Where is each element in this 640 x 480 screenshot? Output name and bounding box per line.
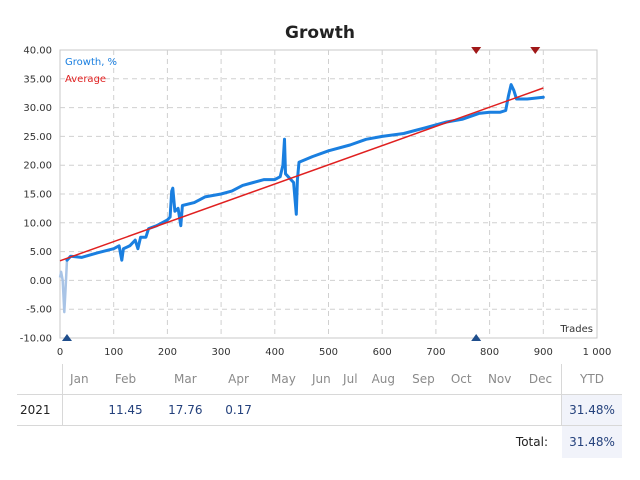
total-row: Total: 31.48%: [17, 426, 622, 458]
total-value: 31.48%: [562, 426, 622, 458]
month-value-mar: 17.76: [155, 394, 216, 426]
month-value-jan: [62, 394, 96, 426]
x-tick-label: 900: [534, 347, 553, 358]
month-value-nov: [479, 394, 521, 426]
x-tick-label: 400: [265, 347, 284, 358]
growth-series-line: [65, 83, 545, 262]
monthly-returns-table: Jan Feb Mar Apr May Jun Jul Aug Sep Oct …: [17, 364, 622, 426]
top-event-marker: [530, 47, 541, 54]
month-header-feb: Feb: [114, 372, 137, 386]
month-header-dec: Dec: [520, 364, 563, 395]
y-tick-label: 25.00: [23, 132, 52, 143]
x-tick-label: 200: [158, 347, 177, 358]
growth-pre-series-line: [58, 260, 69, 314]
year-header-cell: [17, 364, 63, 395]
month-value-may: [261, 394, 306, 426]
x-tick-label: 100: [104, 347, 123, 358]
legend-average: Average: [65, 74, 106, 85]
x-tick-label: 1 000: [583, 347, 612, 358]
y-tick-label: 30.00: [23, 103, 52, 114]
x-axis-label: Trades: [559, 324, 593, 335]
month-header-aug: Aug: [371, 372, 396, 386]
month-header-row: Jan Feb Mar Apr May Jun Jul Aug Sep Oct …: [17, 364, 622, 395]
legend-growth: Growth, %: [65, 57, 117, 68]
y-tick-label: 0.00: [30, 276, 52, 287]
x-tick-label: 800: [480, 347, 499, 358]
month-value-jun: [305, 394, 338, 426]
y-tick-label: 15.00: [23, 190, 52, 201]
average-series-line: [59, 87, 544, 262]
total-label: Total:: [515, 435, 548, 449]
y-tick-label: 5.00: [30, 247, 52, 258]
bottom-event-marker: [471, 334, 482, 341]
month-header-jan: Jan: [70, 372, 89, 386]
bottom-event-marker: [61, 334, 72, 341]
chart-title: Growth: [285, 23, 355, 43]
month-value-dec: [520, 394, 563, 426]
ytd-header: YTD: [561, 364, 622, 395]
month-header-sep: Sep: [412, 372, 435, 386]
month-header-jun: Jun: [311, 372, 331, 386]
top-event-marker: [471, 47, 482, 54]
y-tick-label: 35.00: [23, 74, 52, 85]
y-tick-label: -10.00: [20, 334, 52, 345]
month-value-aug: [362, 394, 404, 426]
month-header-oct: Oct: [450, 372, 472, 386]
ytd-value: 31.48%: [561, 394, 622, 426]
month-header-apr: Apr: [228, 372, 249, 386]
month-value-feb: 11.45: [95, 394, 156, 426]
month-header-may: May: [271, 372, 296, 386]
month-value-jul: [337, 394, 363, 426]
month-header-jul: Jul: [343, 372, 358, 386]
y-tick-label: 10.00: [23, 218, 52, 229]
month-value-oct: [443, 394, 480, 426]
x-tick-label: 500: [319, 347, 338, 358]
year-label: 2021: [17, 394, 63, 426]
y-tick-label: 40.00: [23, 46, 52, 57]
x-tick-label: 0: [57, 347, 63, 358]
month-header-mar: Mar: [174, 372, 197, 386]
month-value-sep: [403, 394, 444, 426]
month-header-nov: Nov: [487, 372, 512, 386]
x-tick-label: 600: [373, 347, 392, 358]
year-row-2021: 2021 11.45 17.76 0.17 31.48%: [17, 394, 622, 426]
x-tick-label: 300: [212, 347, 231, 358]
y-tick-label: -5.00: [26, 305, 52, 316]
y-tick-label: 20.00: [23, 161, 52, 172]
growth-chart: 40.00 35.00 30.00 25.00 20.00 15.00 10.00 5.00 0…: [20, 23, 612, 358]
x-tick-label: 700: [426, 347, 445, 358]
month-value-apr: 0.17: [215, 394, 262, 426]
